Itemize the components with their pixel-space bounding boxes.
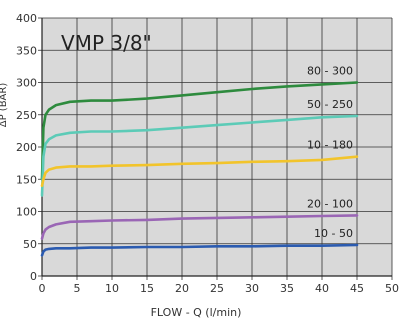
series-line-0 xyxy=(40,81,359,181)
x-tick-label: 40 xyxy=(315,282,329,295)
chart-title: VMP 3/8" xyxy=(61,31,152,55)
x-tick-label: 50 xyxy=(385,282,399,295)
axes xyxy=(38,17,393,280)
series-labels: 80 - 300 50 - 250 10 - 180 20 - 100 10 - 50 xyxy=(307,65,353,241)
series-line-3 xyxy=(40,214,359,240)
y-tick-label: 150 xyxy=(16,173,37,186)
series-line-2 xyxy=(40,155,359,187)
y-tick-label: 0 xyxy=(30,270,37,283)
x-tick-label: 35 xyxy=(280,282,294,295)
y-tick-label: 400 xyxy=(16,12,37,25)
series-label-3: 20 - 100 xyxy=(307,197,353,210)
series-label-0: 80 - 300 xyxy=(307,65,353,78)
x-tick-label: 25 xyxy=(210,282,224,295)
series-lines xyxy=(40,81,359,257)
series-label-4: 10 - 50 xyxy=(314,227,353,240)
series-label-1: 50 - 250 xyxy=(307,98,353,111)
tick-labels: 0 5 10 15 20 25 30 35 40 45 50 0 50 100 150 200 250 300 35… xyxy=(16,12,399,295)
x-tick-label: 20 xyxy=(175,282,189,295)
y-axis-label: ΔP (BAR) xyxy=(0,83,9,128)
y-tick-label: 200 xyxy=(16,141,37,154)
y-tick-label: 100 xyxy=(16,206,37,219)
x-tick-label: 45 xyxy=(350,282,364,295)
x-tick-label: 10 xyxy=(105,282,119,295)
y-tick-label: 50 xyxy=(23,238,37,251)
series-label-2: 10 - 180 xyxy=(307,139,353,152)
x-tick-label: 5 xyxy=(74,282,81,295)
y-tick-label: 350 xyxy=(16,44,37,57)
y-tick-label: 250 xyxy=(16,109,37,122)
series-line-1 xyxy=(40,114,359,197)
series-line-4 xyxy=(40,243,359,257)
x-axis-label: FLOW - Q (l/min) xyxy=(151,306,242,319)
y-tick-label: 300 xyxy=(16,77,37,90)
x-tick-label: 0 xyxy=(39,282,46,295)
x-tick-label: 15 xyxy=(140,282,154,295)
x-tick-label: 30 xyxy=(245,282,259,295)
grid xyxy=(42,17,393,276)
